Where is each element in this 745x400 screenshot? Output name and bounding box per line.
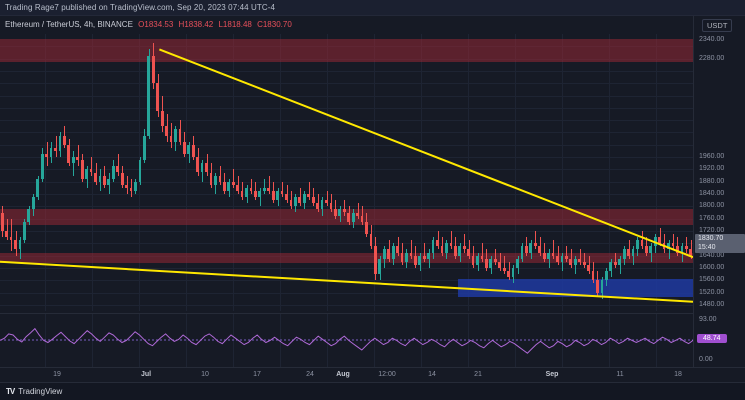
currency-unit-label: USDT — [702, 19, 733, 32]
symbol-label[interactable]: Ethereum / TetherUS, 4h, BINANCE — [5, 20, 133, 29]
open-value: 1834.53 — [144, 20, 174, 29]
grid-line-horizontal — [0, 194, 693, 196]
close-label: C — [257, 20, 263, 29]
grid-line-vertical — [562, 314, 563, 367]
time-axis-label: 11 — [616, 371, 624, 378]
grid-line-vertical — [280, 314, 281, 367]
grid-line-horizontal — [0, 206, 693, 208]
price-axis-label: 1800.00 — [699, 202, 725, 210]
grid-line-vertical — [327, 34, 328, 311]
grid-line-vertical — [45, 314, 46, 367]
current-price-value: 1830.70 — [698, 235, 724, 242]
time-axis-label: Jul — [140, 371, 152, 378]
grid-line-horizontal — [0, 144, 693, 146]
price-axis-label: 1840.00 — [699, 190, 725, 198]
oscillator-line — [0, 327, 693, 354]
upper-resistance-zone — [0, 38, 693, 62]
time-axis[interactable]: 19 Jul 10 17 24 Aug 12:00 14 21 Sep 11 18 — [0, 367, 745, 382]
price-axis-label: 2340.00 — [699, 36, 725, 44]
grid-line-vertical — [609, 314, 610, 367]
tradingview-logo-text: TradingView — [18, 387, 63, 396]
price-axis-label: 1880.00 — [699, 177, 725, 185]
price-axis-label: 1600.00 — [699, 263, 725, 271]
time-axis-label: 21 — [474, 371, 482, 378]
grid-line-vertical — [45, 34, 46, 311]
tradingview-logo-icon: TV — [6, 387, 15, 396]
grid-line-vertical — [421, 314, 422, 367]
grid-line-vertical — [233, 314, 234, 367]
close-value: 1830.70 — [262, 20, 292, 29]
price-axis-label: 1640.00 — [699, 251, 725, 259]
price-pane[interactable] — [0, 34, 693, 311]
grid-line-vertical — [656, 314, 657, 367]
price-axis-label: 2280.00 — [699, 54, 725, 62]
grid-line-vertical — [468, 34, 469, 311]
current-price-time: 15:40 — [698, 243, 716, 251]
time-axis-label: 14 — [428, 371, 436, 378]
grid-line-vertical — [421, 34, 422, 311]
time-axis-label: Aug — [336, 371, 350, 378]
high-value: 1838.42 — [184, 20, 214, 29]
oscillator-value-badge: 48.74 — [697, 334, 727, 343]
price-axis-label: 1920.00 — [699, 165, 725, 173]
footer-bar: TV TradingView — [0, 382, 745, 400]
price-axis-label: 1760.00 — [699, 214, 725, 222]
grid-line-horizontal — [0, 304, 693, 306]
time-axis-label: 10 — [201, 371, 209, 378]
oscillator-path — [0, 327, 693, 354]
oscillator-pane[interactable] — [0, 313, 693, 367]
watermark-text: Trading Rage7 published on TradingView.c… — [5, 3, 276, 12]
oscillator-bottom-label: 0.00 — [699, 356, 713, 363]
ohlc-open: O1834.53 — [138, 20, 175, 29]
price-axis[interactable]: USDT 2340.00 2280.00 1960.00 1920.00 1880.00… — [693, 16, 745, 367]
ohlc-low: L1818.48 — [218, 20, 254, 29]
grid-line-vertical — [186, 314, 187, 367]
grid-line-horizontal — [0, 107, 693, 109]
grid-line-vertical — [515, 314, 516, 367]
price-axis-label: 1520.00 — [699, 288, 725, 296]
time-axis-label: 24 — [306, 371, 314, 378]
grid-line-horizontal — [0, 132, 693, 134]
grid-line-vertical — [327, 314, 328, 367]
grid-line-vertical — [515, 34, 516, 311]
price-axis-label: 1480.00 — [699, 300, 725, 308]
open-label: O — [138, 20, 145, 29]
tradingview-logo[interactable]: TV TradingView — [6, 387, 62, 396]
grid-line-vertical — [92, 314, 93, 367]
price-axis-label: 1560.00 — [699, 276, 725, 284]
grid-line-vertical — [374, 314, 375, 367]
demand-zone — [458, 278, 693, 298]
grid-line-vertical — [280, 34, 281, 311]
price-axis-label: 1720.00 — [699, 226, 725, 234]
grid-line-vertical — [92, 34, 93, 311]
time-axis-label: 19 — [53, 371, 61, 378]
low-label: L — [218, 20, 223, 29]
grid-line-horizontal — [0, 243, 693, 245]
time-axis-label: Sep — [545, 371, 559, 378]
grid-line-horizontal — [0, 83, 693, 85]
grid-line-horizontal — [0, 120, 693, 122]
grid-line-horizontal — [0, 230, 693, 232]
time-axis-label: 17 — [253, 371, 261, 378]
current-price-tag: 1830.70 15:40 — [695, 234, 745, 253]
watermark-bar: Trading Rage7 published on TradingView.c… — [0, 0, 745, 16]
grid-line-vertical — [468, 314, 469, 367]
price-axis-label: 1960.00 — [699, 153, 725, 161]
grid-line-horizontal — [0, 70, 693, 72]
grid-line-horizontal — [0, 157, 693, 159]
time-axis-label: 18 — [674, 371, 682, 378]
low-value: 1818.48 — [222, 20, 252, 29]
time-axis-label: 12:00 — [378, 371, 396, 378]
high-label: H — [178, 20, 185, 29]
ohlc-high: H1838.42 — [179, 20, 216, 29]
chart-legend[interactable]: Ethereum / TetherUS, 4h, BINANCE O1834.5… — [5, 20, 292, 29]
oscillator-top-label: 93.00 — [699, 316, 717, 323]
grid-line-vertical — [186, 34, 187, 311]
grid-line-horizontal — [0, 95, 693, 97]
grid-line-vertical — [656, 34, 657, 311]
ohlc-close: C1830.70 — [257, 20, 292, 29]
grid-line-vertical — [139, 314, 140, 367]
